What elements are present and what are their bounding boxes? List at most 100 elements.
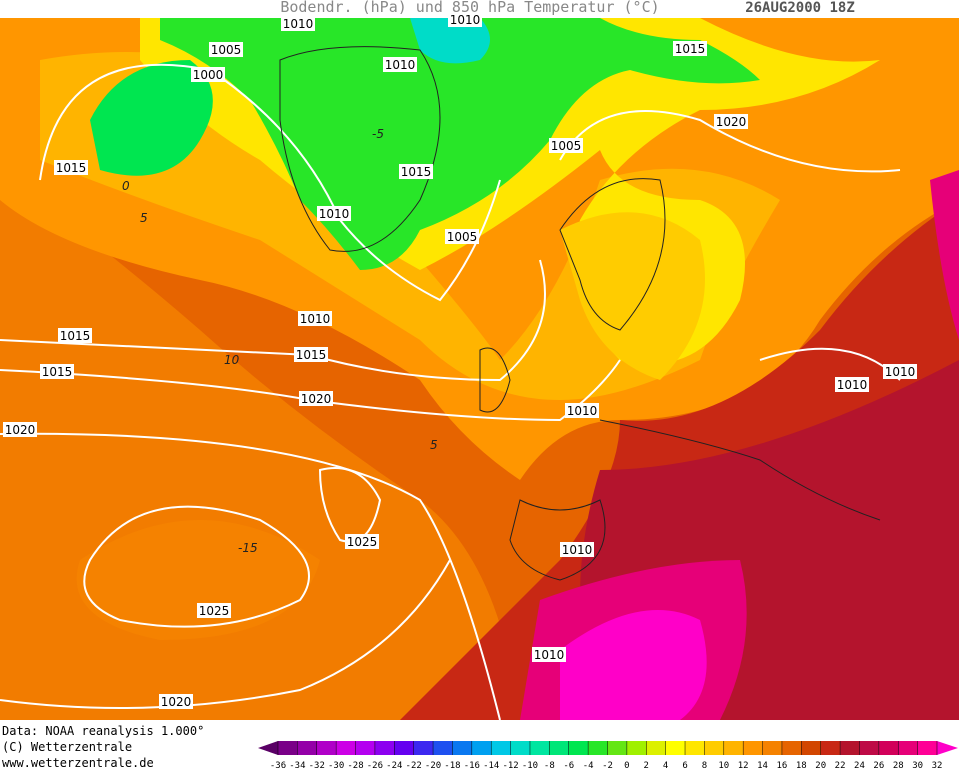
isobar-label-box: [673, 41, 707, 56]
isobar-label-box: [58, 328, 92, 343]
isobar-label: 1010: [450, 13, 481, 27]
colorbar-box: [762, 741, 782, 755]
colorbar-box: [510, 741, 530, 755]
footer-url: www.wetterzentrale.de: [2, 756, 154, 770]
colorbar-label: -22: [406, 761, 422, 770]
colorbar-label: 14: [757, 761, 768, 770]
colorbar-label: -36: [270, 761, 286, 770]
colorbar-box: [413, 741, 434, 755]
colorbar-box: [646, 741, 666, 755]
colorbar-box: [801, 741, 821, 755]
colorbar-label: -24: [386, 761, 402, 770]
isobar-label: 1015: [56, 161, 87, 175]
colorbar-label: -10: [522, 761, 538, 770]
isobar-label: 1020: [301, 392, 332, 406]
colorbar-box: [433, 741, 453, 755]
isobar-label: 1015: [60, 329, 91, 343]
colorbar-box: [452, 741, 472, 755]
isobar-label-box: [54, 160, 88, 175]
temperature-label: 0: [122, 179, 130, 193]
isobar-label-box: [209, 42, 243, 57]
isobar-label: 1010: [319, 207, 350, 221]
colorbar-label: 12: [738, 761, 749, 770]
colorbar-box: [840, 741, 860, 755]
colorbar-box: [781, 741, 802, 755]
isobar-label: 1010: [885, 365, 916, 379]
colorbar-label: -18: [444, 761, 460, 770]
isobar-label: 1010: [534, 648, 565, 662]
isobar-label: 1015: [42, 365, 73, 379]
colorbar-label: 8: [702, 761, 707, 770]
isobar-label: 1020: [161, 695, 192, 709]
isobar-label-box: [835, 377, 869, 392]
isobar-label-box: [714, 114, 748, 129]
colorbar-box: [278, 741, 298, 755]
map-date: 26AUG2000 18Z: [745, 0, 855, 16]
colorbar-label: -8: [544, 761, 555, 770]
colorbar-arrow: [258, 741, 278, 755]
isobar-label: 1010: [837, 378, 868, 392]
isobar-label: 1005: [447, 230, 478, 244]
colorbar-box: [529, 741, 550, 755]
colorbar-box: [917, 741, 937, 755]
colorbar-box: [471, 741, 492, 755]
isobar-label: 1005: [211, 43, 242, 57]
isobar-label-box: [191, 67, 225, 82]
colorbar-label: 4: [663, 761, 668, 770]
colorbar-box: [859, 741, 879, 755]
colorbar-label: -14: [483, 761, 499, 770]
isobar-label-box: [3, 422, 37, 437]
isobar-label: 1025: [347, 535, 378, 549]
isobar-label-box: [281, 16, 315, 31]
colorbar-label: -30: [328, 761, 344, 770]
colorbar-label: 0: [624, 761, 629, 770]
footer-copyright: (C) Wetterzentrale: [2, 740, 132, 754]
isobar-label: 1020: [716, 115, 747, 129]
colorbar-box: [685, 741, 705, 755]
colorbar-box: [665, 741, 686, 755]
colorbar-box: [626, 741, 647, 755]
isobar-label: 1015: [401, 165, 432, 179]
isobar-label-box: [197, 603, 231, 618]
colorbar-box: [336, 741, 356, 755]
colorbar-arrow: [937, 741, 958, 755]
colorbar-label: 6: [682, 761, 687, 770]
colorbar-label: -26: [367, 761, 383, 770]
isobar-label-box: [560, 542, 594, 557]
colorbar-label: -16: [464, 761, 480, 770]
colorbar-label: -20: [425, 761, 441, 770]
isobar-label: 1020: [5, 423, 36, 437]
isobar-label-box: [883, 364, 917, 379]
temperature-label: -5: [372, 127, 384, 141]
colorbar-label: 24: [854, 761, 865, 770]
isobar-label: 1000: [193, 68, 224, 82]
colorbar-box: [316, 741, 337, 755]
isobar-label: 1010: [300, 312, 331, 326]
colorbar-box: [743, 741, 763, 755]
colorbar-label: -2: [602, 761, 613, 770]
colorbar-box: [394, 741, 414, 755]
colorbar-box: [297, 741, 317, 755]
colorbar-label: 20: [815, 761, 826, 770]
colorbar-box: [607, 741, 627, 755]
isobar-label-box: [294, 347, 328, 362]
colorbar-box: [704, 741, 724, 755]
colorbar: -36 -34 -32 -30 -28 -26 -24 -22 -20 -18 -16 -14 -12-…: [258, 741, 958, 771]
isobar-label-box: [317, 206, 351, 221]
isobar-label: 1015: [675, 42, 706, 56]
colorbar-label: 22: [835, 761, 846, 770]
colorbar-box: [355, 741, 375, 755]
colorbar-box: [820, 741, 841, 755]
colorbar-label: -32: [309, 761, 325, 770]
isobar-label-box: [383, 57, 417, 72]
colorbar-label: -12: [502, 761, 518, 770]
colorbar-box: [898, 741, 918, 755]
colorbar-box: [374, 741, 395, 755]
isobar-label: 1005: [551, 139, 582, 153]
isobar-label-box: [299, 391, 333, 406]
colorbar-box: [549, 741, 569, 755]
colorbar-label: 32: [932, 761, 943, 770]
isobar-label-box: [40, 364, 74, 379]
isobar-label-box: [549, 138, 583, 153]
